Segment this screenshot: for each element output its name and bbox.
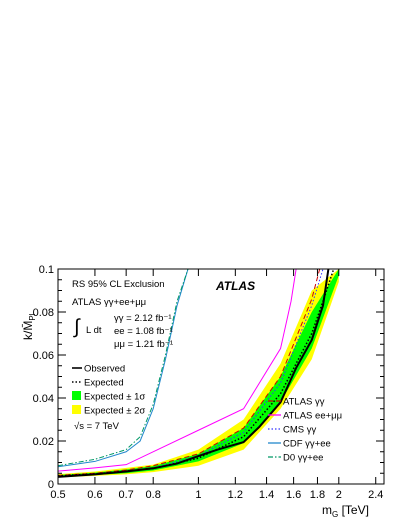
x-tick-label-0: 0.5 [50, 489, 65, 501]
legend-right-label-2: CMS γγ [283, 425, 317, 436]
x-tick-label-6: 1.4 [259, 489, 274, 501]
x-tick-label-8: 1.8 [310, 489, 325, 501]
band-one-sigma [58, 269, 339, 477]
x-tick-label-9: 2 [336, 489, 342, 501]
y-tick-label-3: 0.06 [33, 350, 54, 362]
legend-left: Observed Expected Expected ± 1σ Expected ± … [72, 364, 145, 417]
legend-label-2: Expected ± 1σ [84, 392, 145, 403]
lumi-line-mumu: μμ = 1.21 fb⁻¹ [114, 339, 173, 350]
x-tick-label-10: 2.4 [368, 489, 383, 501]
x-tick-label-2: 0.7 [119, 489, 134, 501]
series-line-6 [58, 269, 189, 467]
atlas-label: ATLAS [215, 279, 255, 293]
x-tick-label-3: 0.8 [146, 489, 161, 501]
x-axis-label: mG [TeV] [322, 503, 369, 519]
y-axis-label: k/M̄Pl [21, 313, 37, 340]
legend-label-1: Expected [84, 378, 124, 389]
series-line-3 [58, 269, 297, 472]
y-tick-label-1: 0.02 [33, 436, 54, 448]
lumi-prefix: L dt [86, 325, 102, 336]
x-tick-label-5: 1.2 [228, 489, 243, 501]
plot-area: 0.5 0.6 0.7 0.8 1 1.2 1.4 1.6 1.8 2 2.4 0 0.02 0.04 0.… [33, 264, 385, 501]
y-tick-label-2: 0.04 [33, 393, 54, 405]
series-line-0 [58, 269, 330, 478]
lumi-line-ee: ee = 1.08 fb⁻¹ [114, 326, 173, 337]
energy-label: √s = 7 TeV [74, 421, 120, 432]
x-tick-label-1: 0.6 [87, 489, 102, 501]
legend-right: ATLAS γγ ATLAS ee+μμ CMS γγ CDF γγ+ee D0 γγ+… [268, 397, 342, 464]
legend-right-label-4: D0 γγ+ee [283, 453, 323, 464]
legend-label-0: Observed [84, 364, 125, 375]
y-tick-label-4: 0.08 [33, 307, 54, 319]
dataset-title: ATLAS γγ+ee+μμ [72, 297, 146, 308]
legend-right-label-0: ATLAS γγ [283, 397, 325, 408]
legend-swatch-2 [72, 391, 81, 400]
x-tick-label-7: 1.6 [286, 489, 301, 501]
legend-right-label-1: ATLAS ee+μμ [283, 411, 342, 422]
exclusion-title: RS 95% CL Exclusion [72, 279, 165, 290]
lumi-line-gg: γγ = 2.12 fb⁻¹ [114, 313, 172, 324]
legend-label-3: Expected ± 2σ [84, 406, 145, 417]
series-line-2 [58, 269, 321, 476]
y-tick-label-5: 0.1 [39, 264, 54, 276]
legend-right-label-3: CDF γγ+ee [283, 439, 331, 450]
x-tick-label-4: 1 [195, 489, 201, 501]
y-tick-label-0: 0 [48, 479, 54, 491]
annotation-block: RS 95% CL Exclusion ATLAS γγ+ee+μμ ∫ L d… [72, 279, 255, 432]
legend-swatch-3 [72, 405, 81, 414]
series-line-5 [58, 269, 189, 468]
integral-symbol: ∫ [73, 316, 81, 338]
